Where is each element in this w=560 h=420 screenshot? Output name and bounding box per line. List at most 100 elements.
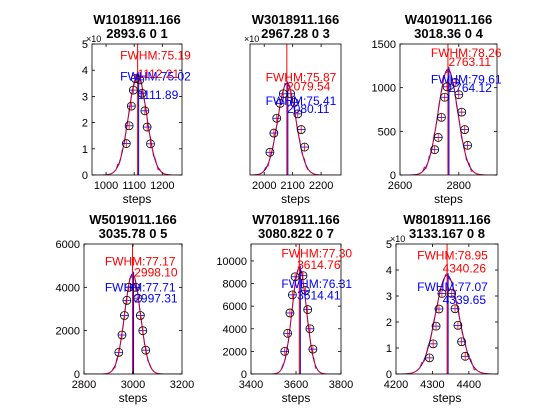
x-tick-label: 3600 — [284, 379, 308, 391]
fit-annotation: 2763.11 — [449, 55, 492, 69]
plot-area — [400, 44, 497, 175]
y-tick-label: 3 — [82, 91, 88, 103]
fit-annotation: FWHM:75.02 — [120, 70, 191, 84]
axes-box — [399, 43, 498, 176]
subplot-title-line-1: W8018911.166 — [403, 212, 490, 227]
marker-point — [131, 282, 141, 292]
marker-point — [453, 320, 463, 330]
y-tick-label: 1500 — [372, 39, 396, 51]
marker-point — [135, 75, 145, 85]
marker-point — [278, 89, 288, 99]
marker-point — [430, 145, 440, 155]
axes-box — [91, 43, 183, 176]
marker-point — [275, 98, 285, 108]
marker-point — [114, 347, 124, 357]
axes-box — [249, 43, 342, 176]
marker-point — [437, 112, 446, 122]
x-axis-label: steps — [282, 391, 311, 405]
y-tick-label: 2 — [386, 317, 392, 329]
x-tick-label: 2800 — [72, 379, 96, 391]
subplot-title-line-2: 3035.78 0 5 — [99, 226, 168, 241]
y-tick-label: 6000 — [223, 301, 247, 313]
marker-point — [457, 337, 466, 347]
marker-point — [286, 89, 296, 99]
x-tick-label: 3400 — [239, 379, 263, 391]
x-axis-label: steps — [434, 192, 463, 206]
fit-annotation: FWHM:77.71 — [105, 281, 176, 295]
y-tick-label: 0 — [82, 170, 88, 182]
x-tick-label: 2100 — [280, 180, 304, 192]
plot-area — [92, 44, 182, 175]
fit-annotation: 4339.65 — [443, 293, 487, 307]
marker-point — [117, 330, 127, 340]
subplot-title-line-1: W7018911.166 — [252, 212, 339, 227]
marker-point — [128, 85, 138, 95]
x-tick-label: 4400 — [457, 379, 481, 391]
marker-point — [296, 125, 306, 134]
fit-annotation: FWHM:79.61 — [431, 72, 502, 86]
y-exponent-label: ×10 — [390, 234, 405, 244]
y-tick-label: 1000 — [372, 83, 396, 95]
marker-point — [121, 139, 131, 148]
marker-point — [126, 101, 136, 111]
y-tick-label: 2000 — [223, 346, 247, 358]
marker-point — [269, 128, 279, 138]
x-tick-label: 4200 — [384, 379, 408, 391]
y-tick-label: 0 — [74, 369, 80, 381]
marker-point — [463, 140, 473, 150]
y-exponent-label: ×10 — [244, 34, 259, 44]
y-tick-label: 5 — [82, 39, 88, 51]
marker-point — [460, 351, 470, 361]
marker-point — [460, 125, 470, 134]
y-tick-label: 4 — [386, 265, 392, 277]
fit-annotation: 2998.10 — [134, 266, 178, 280]
fit-annotation: 2079.54 — [287, 79, 331, 93]
marker-point — [142, 122, 152, 132]
fit-annotation: FWHM:77.30 — [281, 247, 352, 261]
x-tick-label: 3200 — [170, 379, 194, 391]
y-tick-label: 0 — [390, 170, 396, 182]
y-tick-label: 1 — [386, 343, 392, 355]
marker-point — [450, 304, 460, 314]
marker-point — [450, 78, 460, 87]
subplot-title-line-2: 2967.28 0 3 — [261, 26, 330, 41]
fit-annotation: 2764.12 — [449, 81, 493, 95]
marker-point — [440, 92, 450, 102]
fit-annotation: 3614.76 — [297, 258, 341, 272]
marker-point — [437, 288, 447, 298]
fit-annotation: FWHM:78.26 — [431, 46, 502, 60]
marker-point — [293, 109, 303, 119]
y-tick-label: 8000 — [223, 279, 247, 291]
y-tick-label: 2 — [82, 118, 88, 130]
marker-point — [265, 147, 275, 157]
marker-point — [303, 305, 313, 314]
y-tick-label: 0 — [241, 369, 247, 381]
marker-point — [454, 90, 464, 100]
subplot-title-line-1: W3018911.166 — [252, 12, 339, 27]
marker-point — [285, 308, 295, 318]
y-tick-label: 2000 — [56, 326, 80, 338]
subplot-title-line-1: W1018911.166 — [93, 12, 180, 27]
fit-annotation: 1112.21 — [138, 67, 180, 81]
marker-point — [305, 324, 315, 334]
y-tick-label: 0 — [386, 369, 392, 381]
fit-annotation: FWHM:75.41 — [266, 94, 337, 108]
fit-annotation: FWHM:75.19 — [120, 49, 191, 63]
axes-box — [395, 243, 499, 375]
x-axis-label: steps — [281, 192, 310, 206]
subplot-title-line-2: 3018.36 0 4 — [414, 26, 483, 41]
fit-annotation: 3614.41 — [297, 288, 341, 302]
marker-point — [431, 321, 441, 331]
fit-annotation: FWHM:75.87 — [266, 71, 337, 85]
y-tick-label: 4000 — [56, 282, 80, 294]
y-tick-label: 4000 — [223, 324, 247, 336]
subplot-title-line-2: 3080.822 0 7 — [258, 226, 334, 241]
x-tick-label: 2800 — [447, 180, 471, 192]
marker-point — [300, 142, 310, 152]
